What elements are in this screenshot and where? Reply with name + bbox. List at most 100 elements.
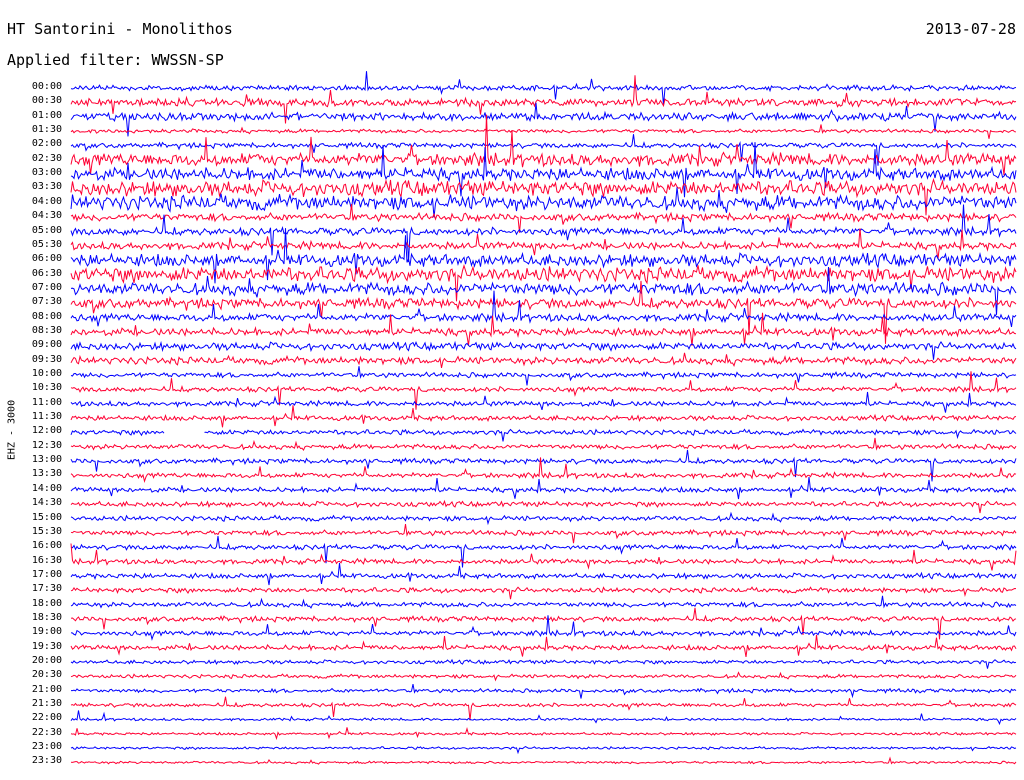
time-label: 01:00 (31, 109, 62, 121)
trace-row (71, 683, 1017, 699)
trace-row (70, 615, 1017, 641)
time-label: 23:00 (31, 741, 62, 753)
time-label: 21:00 (31, 683, 62, 695)
time-label: 08:30 (31, 324, 62, 336)
time-label: 04:00 (31, 195, 62, 207)
time-label: 01:30 (31, 124, 62, 136)
time-label: 00:30 (31, 95, 62, 107)
trace-row (70, 563, 1017, 586)
trace-row (70, 437, 1017, 452)
trace-row (70, 727, 1017, 741)
trace-row (70, 263, 1017, 302)
trace-row (70, 449, 1017, 482)
trace-row (70, 75, 1017, 124)
trace-row (70, 543, 1017, 571)
date-label: 2013-07-28 (925, 20, 1016, 38)
time-label: 13:30 (31, 468, 62, 480)
trace-row (70, 634, 1017, 657)
time-label: 14:00 (31, 482, 62, 494)
time-label: 03:30 (31, 181, 62, 193)
trace-row (70, 366, 1017, 386)
time-label: 11:00 (31, 396, 62, 408)
trace-row (70, 187, 1017, 218)
trace-row (70, 595, 1017, 609)
trace-row (204, 428, 1017, 442)
time-label: 21:30 (31, 698, 62, 710)
time-label: 17:00 (31, 568, 62, 580)
trace-row (70, 476, 1017, 500)
time-label: 19:00 (31, 626, 62, 638)
trace-row (70, 177, 1017, 216)
trace-row (70, 607, 1017, 640)
trace-row (70, 102, 1017, 137)
time-label: 20:00 (31, 655, 62, 666)
trace-row (70, 391, 1017, 413)
time-label: 13:00 (31, 454, 62, 466)
time-label: 04:30 (31, 210, 62, 222)
trace-row (70, 114, 1017, 176)
time-axis: 00:00 00:30 01:00 01:30 02:00 02:30 03:00 03:30… (0, 0, 66, 780)
trace-row (70, 142, 1017, 198)
trace-row (70, 312, 1017, 346)
trace-row (70, 658, 1017, 669)
trace-row (70, 228, 1017, 260)
time-label: 06:30 (31, 267, 62, 279)
time-label: 23:30 (31, 755, 62, 767)
time-label: 05:00 (31, 224, 62, 236)
trace-row (70, 280, 1017, 344)
trace-row (70, 511, 1017, 526)
time-label: 12:30 (31, 439, 62, 451)
trace-row (70, 457, 1017, 483)
filter-label: Applied filter: WWSSN-SP (7, 51, 224, 69)
time-label: 07:00 (31, 281, 62, 293)
time-label: 19:30 (31, 640, 62, 652)
trace-row (70, 745, 1017, 755)
time-label: 22:00 (31, 712, 62, 724)
trace-row (70, 756, 1017, 765)
trace-row (70, 696, 1017, 721)
time-label: 02:00 (31, 138, 62, 150)
trace-row (70, 429, 165, 437)
trace-row (70, 290, 1017, 328)
trace-row (70, 586, 1017, 600)
time-label: 16:30 (31, 554, 62, 566)
time-label: 07:30 (31, 296, 62, 308)
trace-row (70, 535, 1017, 568)
time-label: 15:30 (31, 525, 62, 537)
time-label: 20:30 (31, 669, 62, 681)
time-label: 17:30 (31, 583, 62, 595)
time-label: 03:00 (31, 167, 62, 179)
time-label: 11:30 (31, 411, 62, 423)
time-label: 02:30 (31, 152, 62, 164)
time-label: 18:30 (31, 611, 62, 623)
time-label: 09:00 (31, 339, 62, 351)
trace-row (70, 228, 1017, 284)
trace-row (70, 352, 1017, 369)
trace-row (70, 710, 1017, 726)
time-label: 15:00 (31, 511, 62, 523)
trace-row (70, 203, 1017, 233)
trace-row (70, 266, 1017, 315)
time-label: 06:00 (31, 253, 62, 265)
time-label: 12:00 (31, 425, 62, 437)
time-label: 10:30 (31, 382, 62, 394)
trace-row (70, 499, 1017, 514)
time-label: 22:30 (31, 726, 62, 738)
trace-row (70, 371, 1017, 410)
time-label: 09:30 (31, 353, 62, 365)
trace-row (70, 671, 1017, 682)
trace-row (70, 405, 1017, 428)
trace-row (70, 71, 1017, 105)
station-title: HT Santorini - Monolithos (7, 20, 233, 38)
time-label: 08:00 (31, 310, 62, 322)
time-label: 18:00 (31, 597, 62, 609)
trace-row (70, 340, 1017, 360)
time-label: 10:00 (31, 368, 62, 379)
time-label: 14:30 (31, 497, 62, 509)
time-label: 00:00 (31, 81, 62, 92)
time-label: 05:30 (31, 238, 62, 250)
trace-row (70, 124, 1017, 139)
time-label: 16:00 (31, 540, 62, 552)
trace-row (70, 204, 1017, 263)
